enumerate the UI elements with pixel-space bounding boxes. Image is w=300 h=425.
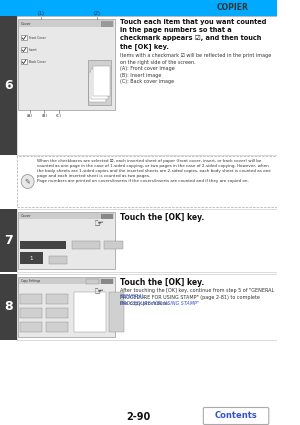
Text: "GENERAL
PROCEDURE FOR USING STAMP": "GENERAL PROCEDURE FOR USING STAMP" [120,294,199,306]
Bar [109,292,124,332]
Bar [20,213,114,219]
Bar [18,19,115,110]
Text: 7: 7 [4,234,13,247]
Bar [100,213,113,219]
Bar [49,256,67,264]
Text: ☞: ☞ [94,287,104,297]
Text: Cover: Cover [21,214,32,218]
Bar [18,277,115,337]
Bar [0,16,277,17]
Text: After touching the [OK] key, continue from step 5 of "GENERAL
PROCEDURE FOR USIN: After touching the [OK] key, continue fr… [120,288,274,306]
Text: Cover: Cover [21,22,32,25]
Text: 6: 6 [4,79,13,91]
Bar [21,35,27,40]
Bar [20,294,42,304]
Text: Items with a checkmark ☑ will be reflected in the print image
on the right side : Items with a checkmark ☑ will be reflect… [120,53,271,85]
Bar [16,15,277,155]
Text: (2): (2) [93,11,100,16]
Bar [74,292,106,332]
Circle shape [21,175,34,189]
Bar [20,241,66,249]
Bar [0,0,277,14]
Bar [93,66,110,96]
Bar [20,252,43,264]
Bar [46,308,68,318]
Bar [254,0,277,14]
Bar [21,59,27,64]
Text: ✎: ✎ [25,178,31,184]
Text: (C): (C) [56,114,62,118]
Text: (1): (1) [38,11,45,16]
Bar [0,209,16,272]
Bar [16,274,277,340]
Bar [0,274,16,340]
Bar [46,322,68,332]
Text: Copy Settings: Copy Settings [21,279,40,283]
Text: COPIER: COPIER [217,3,249,11]
Text: Insert: Insert [28,48,37,51]
Bar [46,294,68,304]
Text: Touch each item that you want counted
in the page numbers so that a
checkmark ap: Touch each item that you want counted in… [120,19,266,50]
Bar [20,308,42,318]
Bar [20,278,114,284]
FancyBboxPatch shape [203,408,269,425]
Bar [89,72,106,102]
Bar [104,241,123,249]
Bar [0,14,277,15]
Text: Back Cover: Back Cover [28,60,46,63]
Text: ☞: ☞ [94,219,104,229]
Bar [72,241,100,249]
Bar [21,47,27,52]
Text: Touch the [OK] key.: Touch the [OK] key. [120,213,204,222]
Bar [100,278,113,284]
Bar [91,69,108,99]
Text: When the checkboxes are selected ☑, each inserted sheet of paper (front cover, i: When the checkboxes are selected ☑, each… [37,159,271,183]
Text: (B): (B) [41,114,47,118]
Bar [86,278,99,284]
Bar [16,209,277,272]
Bar [0,15,16,155]
Bar [18,212,115,269]
Bar [88,60,111,105]
Bar [16,156,277,207]
Text: 8: 8 [4,300,13,314]
Text: (A): (A) [26,114,33,118]
Text: Contents: Contents [215,411,257,420]
Text: 1: 1 [30,255,33,261]
Bar [20,20,114,27]
Text: Front Cover: Front Cover [28,36,46,40]
Text: Touch the [OK] key.: Touch the [OK] key. [120,278,204,287]
Text: 2-90: 2-90 [126,412,150,422]
Bar [100,21,113,27]
Bar [20,322,42,332]
